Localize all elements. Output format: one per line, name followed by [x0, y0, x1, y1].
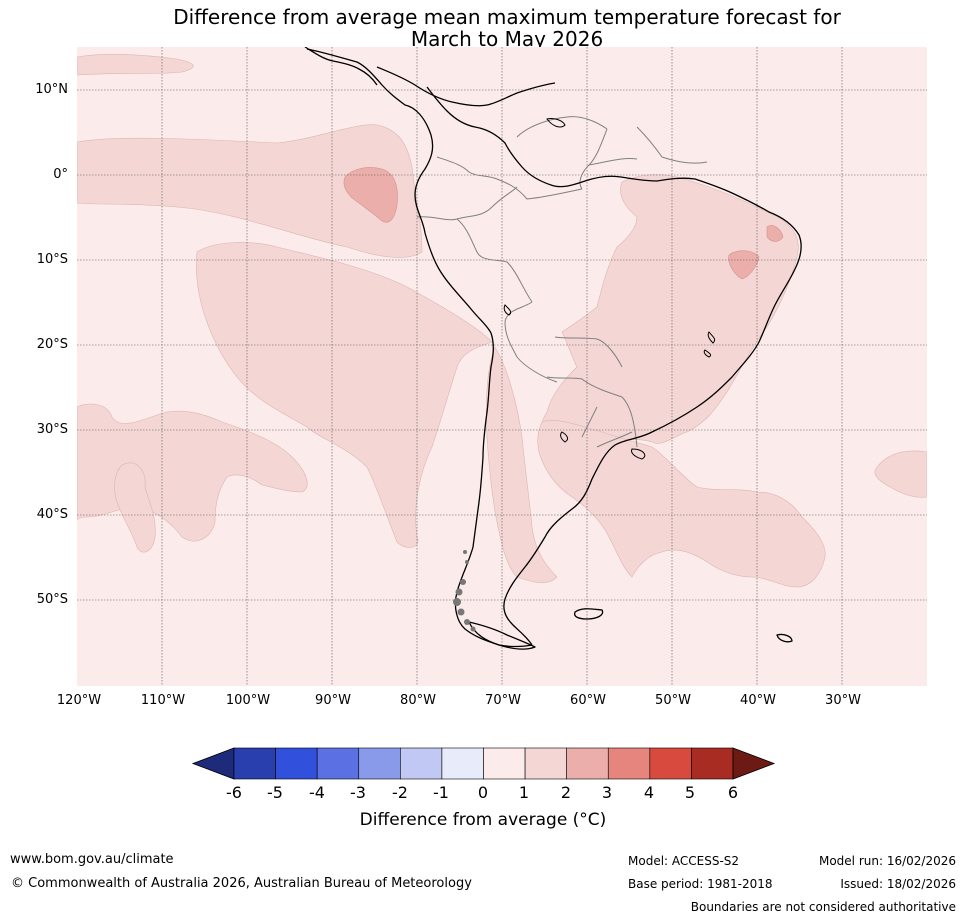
falkland-islands — [573, 608, 604, 620]
lat-label-10n: 10°N — [35, 82, 68, 97]
colorbar-tick-neg2: -2 — [392, 783, 408, 802]
lon-label-80w: 80°W — [400, 693, 436, 708]
caribbean-coast — [376, 66, 556, 107]
base-period: Base period: 1981-2018 — [628, 877, 773, 891]
lat-label-40s: 40°S — [36, 507, 68, 522]
east-atlantic-warm-patch — [874, 450, 927, 498]
coastlines — [304, 47, 802, 650]
lat-label-50s: 50°S — [36, 592, 68, 607]
map-title-line-1: Difference from average mean maximum tem… — [173, 5, 841, 29]
tierra-del-fuego — [468, 621, 536, 650]
map-title-line-2: March to May 2026 — [410, 27, 604, 51]
colorbar-bin — [316, 747, 360, 780]
south-pacific-far-patch — [114, 462, 156, 553]
ne-brazil-hot-spot-1 — [728, 250, 760, 280]
website-link[interactable]: www.bom.gov.au/climate — [10, 852, 174, 867]
colorbar-tick-neg6: -6 — [226, 783, 242, 802]
colorbar-label: Difference from average (°C) — [359, 810, 607, 830]
lon-label-30w: 30°W — [825, 693, 861, 708]
colorbar-bin — [607, 747, 651, 780]
lon-label-90w: 90°W — [315, 693, 351, 708]
south-america-east-coast — [426, 86, 802, 646]
south-america-west-coast — [306, 48, 533, 648]
lon-label-50w: 50°W — [655, 693, 691, 708]
colorbar-tick-2: 2 — [560, 783, 572, 802]
lon-label-70w: 70°W — [485, 693, 521, 708]
colorbar-bin — [566, 747, 609, 780]
central-america-coast — [304, 47, 378, 86]
colorbar-tick-6: 6 — [727, 783, 739, 802]
southeast-pacific-warm-region — [196, 242, 493, 548]
colorbar-bin — [275, 747, 318, 780]
colorbar — [191, 747, 776, 780]
colorbar-tick-neg5: -5 — [267, 783, 283, 802]
colorbar-tick-3: 3 — [601, 783, 613, 802]
lakes — [503, 118, 716, 460]
colorbar-tick-0: 0 — [477, 783, 489, 802]
lon-label-110w: 110°W — [140, 693, 186, 708]
colorbar-tick-neg1: -1 — [433, 783, 449, 802]
colorbar-bin — [524, 747, 567, 780]
colorbar-extend-high — [732, 747, 776, 780]
lon-label-60w: 60°W — [570, 693, 606, 708]
boundaries-disclaimer: Boundaries are not considered authoritat… — [690, 900, 956, 914]
model-run-date: Model run: 16/02/2026 — [818, 854, 956, 868]
colorbar-bin — [441, 747, 484, 780]
forecast-map — [77, 47, 927, 686]
colorbar-bin — [358, 747, 401, 780]
colorbar-bin — [233, 747, 276, 780]
north-atlantic-warm-patch — [77, 54, 194, 76]
lon-label-40w: 40°W — [740, 693, 776, 708]
lat-label-0: 0° — [53, 167, 68, 182]
colorbar-bins — [233, 747, 734, 780]
chile-archipelago — [453, 550, 476, 632]
colorbar-tick-4: 4 — [643, 783, 655, 802]
lat-label-10s: 10°S — [36, 252, 68, 267]
patagonia-warm-strip — [485, 346, 558, 584]
colorbar-bin — [400, 747, 443, 780]
lon-label-100w: 100°W — [225, 693, 271, 708]
colorbar-tick-neg4: -4 — [309, 783, 325, 802]
colorbar-tick-5: 5 — [684, 783, 696, 802]
ne-brazil-hot-spot-2 — [766, 225, 784, 242]
anomaly-regions-2-to-3 — [343, 167, 784, 280]
colorbar-bin — [649, 747, 692, 780]
lat-label-20s: 20°S — [36, 337, 68, 352]
country-borders — [416, 116, 708, 448]
galapagos-hot-spot — [343, 167, 398, 223]
lat-label-30s: 30°S — [36, 422, 68, 437]
lon-label-120w: 120°W — [56, 693, 102, 708]
colorbar-tick-1: 1 — [518, 783, 530, 802]
graticule — [77, 47, 927, 686]
south-georgia — [776, 633, 793, 643]
colorbar-bin — [691, 747, 734, 780]
colorbar-tick-neg3: -3 — [350, 783, 366, 802]
model-name: Model: ACCESS-S2 — [628, 854, 740, 868]
anomaly-regions-1-to-2 — [77, 54, 927, 588]
issued-date: Issued: 18/02/2026 — [840, 877, 956, 891]
copyright-notice: © Commonwealth of Australia 2026, Austra… — [11, 876, 472, 891]
colorbar-extend-low — [191, 747, 235, 780]
colorbar-bin — [483, 747, 526, 780]
